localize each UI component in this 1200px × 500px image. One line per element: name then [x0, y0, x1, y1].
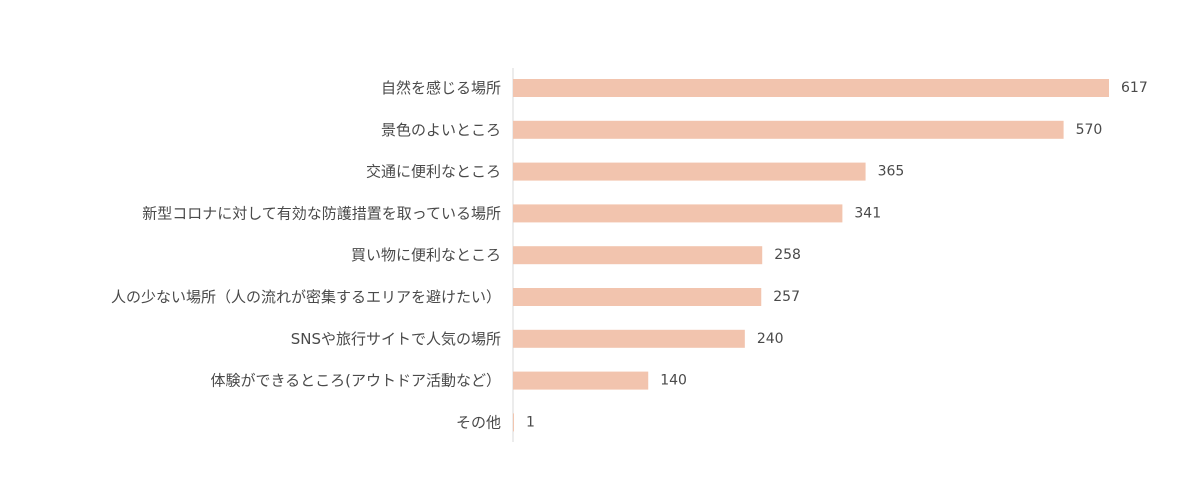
value-label-5: 257: [773, 289, 800, 305]
value-label-1: 570: [1076, 122, 1103, 138]
value-label-0: 617: [1121, 80, 1148, 96]
category-label-4: 買い物に便利なところ: [351, 246, 501, 264]
bar-5: [513, 288, 762, 306]
bar-3: [513, 204, 843, 223]
category-labels: 自然を感じる場所景色のよいところ交通に便利なところ新型コロナに対して有効な防護措…: [111, 79, 501, 431]
bar-8: [513, 413, 514, 432]
bar-7: [513, 371, 649, 390]
value-label-8: 1: [526, 414, 535, 430]
value-labels: 617 570 365 341 258 257 240 140 1: [526, 80, 1148, 430]
bar-2: [513, 162, 866, 181]
category-label-6: SNSや旅行サイトで人気の場所: [291, 330, 501, 348]
category-label-8: その他: [456, 413, 501, 431]
value-label-4: 258: [774, 247, 801, 263]
category-label-5: 人の少ない場所（人の流れが密集するエリアを避けたい）: [111, 288, 501, 306]
value-label-2: 365: [878, 164, 905, 180]
bar-4: [513, 246, 763, 265]
bars-layer: [513, 79, 1109, 432]
value-label-7: 140: [660, 373, 687, 389]
bar-0: [513, 79, 1109, 97]
bar-6: [513, 329, 745, 348]
value-label-6: 240: [757, 331, 784, 347]
category-label-3: 新型コロナに対して有効な防護措置を取っている場所: [142, 204, 501, 222]
category-label-7: 体験ができるところ(アウトドア活動など）: [210, 372, 501, 390]
category-label-0: 自然を感じる場所: [381, 79, 501, 97]
category-label-2: 交通に便利なところ: [366, 163, 501, 181]
category-label-1: 景色のよいところ: [381, 121, 501, 139]
value-label-3: 341: [854, 205, 881, 221]
bar-1: [513, 120, 1064, 139]
